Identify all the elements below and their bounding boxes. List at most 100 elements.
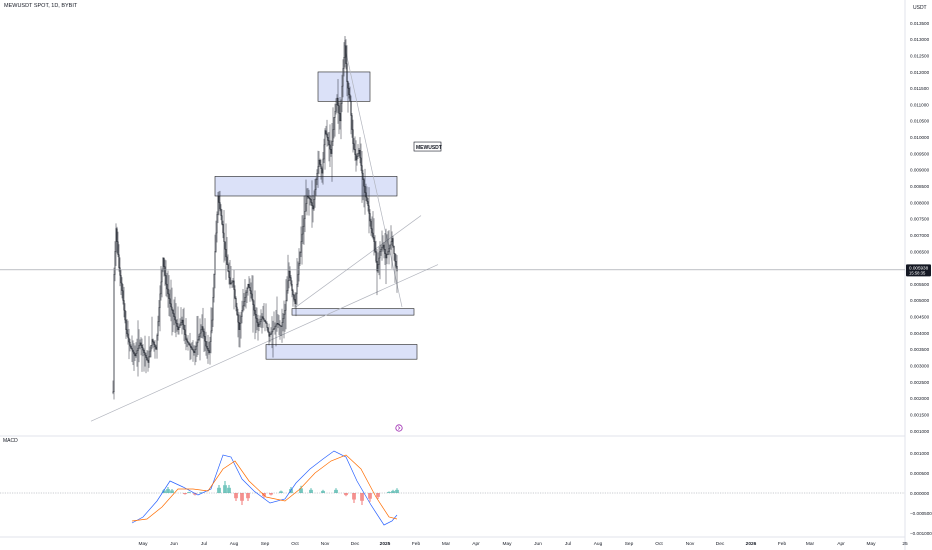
candle-body	[341, 85, 343, 104]
candle-body	[135, 353, 137, 357]
symbol-badge[interactable]	[413, 141, 442, 152]
candle-body	[243, 301, 245, 307]
candle-body	[121, 282, 123, 291]
candle-body	[202, 326, 204, 332]
candle-body	[340, 103, 342, 122]
candle-body	[208, 350, 210, 353]
candle-body	[196, 342, 198, 347]
candle-body	[275, 324, 277, 327]
candle-body	[279, 324, 281, 326]
candle-body	[372, 232, 374, 238]
candle-body	[244, 297, 246, 302]
trendline[interactable]	[90, 264, 439, 422]
candle-body	[352, 129, 354, 144]
candle-body	[134, 353, 136, 357]
macd-hist-bar	[166, 489, 168, 493]
macd-hist-bar	[346, 493, 348, 496]
candle-body	[153, 341, 155, 345]
price-tick-label: 0.011000	[910, 102, 929, 107]
candle-body	[165, 275, 167, 285]
macd-tick-label: 0.000500	[910, 471, 930, 476]
candle-body	[336, 97, 338, 105]
candle-body	[396, 265, 398, 272]
candle-body	[322, 158, 324, 174]
candle-body	[298, 263, 300, 275]
time-tick-label: Jul	[201, 541, 207, 547]
zone-box[interactable]	[317, 71, 371, 102]
event-marker-icon[interactable]	[395, 424, 403, 432]
candle-body	[369, 213, 371, 222]
macd-hist-bar	[247, 493, 249, 501]
macd-hist-bar	[280, 490, 282, 493]
candle-body	[144, 352, 146, 356]
candle-body	[173, 313, 175, 317]
candle-body	[290, 277, 292, 285]
signal-line	[131, 454, 398, 522]
time-tick-label: Jun	[534, 541, 542, 547]
candle-body	[149, 350, 151, 357]
current-price-tag[interactable]	[906, 264, 931, 277]
candle-body	[283, 314, 285, 319]
candle-body	[366, 196, 368, 202]
macd-hist-bar	[310, 488, 312, 493]
time-axis[interactable]: May Jun Jul Aug Sep Oct Nov Dec 2025 Feb Mar Apr May…	[0, 536, 908, 547]
time-tick-label: May	[866, 541, 876, 547]
candle-body	[192, 349, 194, 352]
candle-body	[324, 130, 326, 146]
candle-body	[217, 195, 219, 215]
candle-body	[319, 159, 321, 165]
macd-hist-bar	[223, 485, 225, 493]
macd-axis[interactable]: 0.001000 0.000500 0.000000 −0.000500 −0.0010…	[910, 451, 932, 536]
zone-box[interactable]	[291, 308, 415, 316]
candle-body	[354, 149, 356, 155]
candle-body	[259, 321, 261, 325]
macd-hist-bar	[322, 489, 324, 493]
candle-body	[380, 249, 382, 252]
candle-body	[130, 345, 132, 349]
candle-body	[132, 349, 134, 353]
zone-box[interactable]	[265, 344, 418, 360]
candle-body	[347, 81, 349, 89]
candle-body	[317, 166, 319, 174]
candle-body	[143, 350, 145, 353]
candle-body	[329, 144, 331, 150]
candle-body	[375, 251, 377, 262]
macd-hist-bar	[344, 493, 346, 496]
macd-hist-bar	[229, 487, 231, 493]
trendline[interactable]	[345, 52, 403, 308]
candle-body	[236, 306, 238, 315]
macd-hist-bar	[224, 481, 226, 493]
macd-hist-bar	[361, 493, 363, 505]
candle-body	[276, 323, 278, 326]
candle-body	[325, 130, 327, 135]
candle-body	[213, 274, 215, 298]
candle-body	[376, 261, 378, 272]
candle-body	[252, 299, 254, 305]
price-axis-unit: USDT	[913, 5, 927, 11]
candle-body	[139, 342, 141, 346]
time-tick-label: Mar	[442, 541, 451, 547]
candle-body	[277, 323, 279, 325]
macd-hist-bar	[301, 488, 303, 493]
macd-hist-bar	[225, 485, 227, 493]
macd-hist-bar	[370, 493, 372, 499]
candle-body	[365, 192, 367, 198]
candle-body	[245, 292, 247, 298]
macd-hist-bar	[264, 493, 266, 497]
candle-body	[309, 197, 311, 200]
candle-body	[133, 351, 135, 355]
candle-body	[158, 307, 160, 322]
candle-body	[115, 228, 117, 252]
candle-body	[112, 391, 114, 393]
candle-body	[301, 233, 303, 242]
macd-hist-bar	[184, 493, 186, 495]
trendline[interactable]	[295, 215, 422, 308]
candle-body	[361, 165, 363, 174]
candle-body	[164, 266, 166, 276]
macd-hist-bar	[168, 489, 170, 493]
candle-body	[385, 253, 387, 259]
candle-body	[141, 345, 143, 348]
candle-body	[209, 341, 211, 353]
